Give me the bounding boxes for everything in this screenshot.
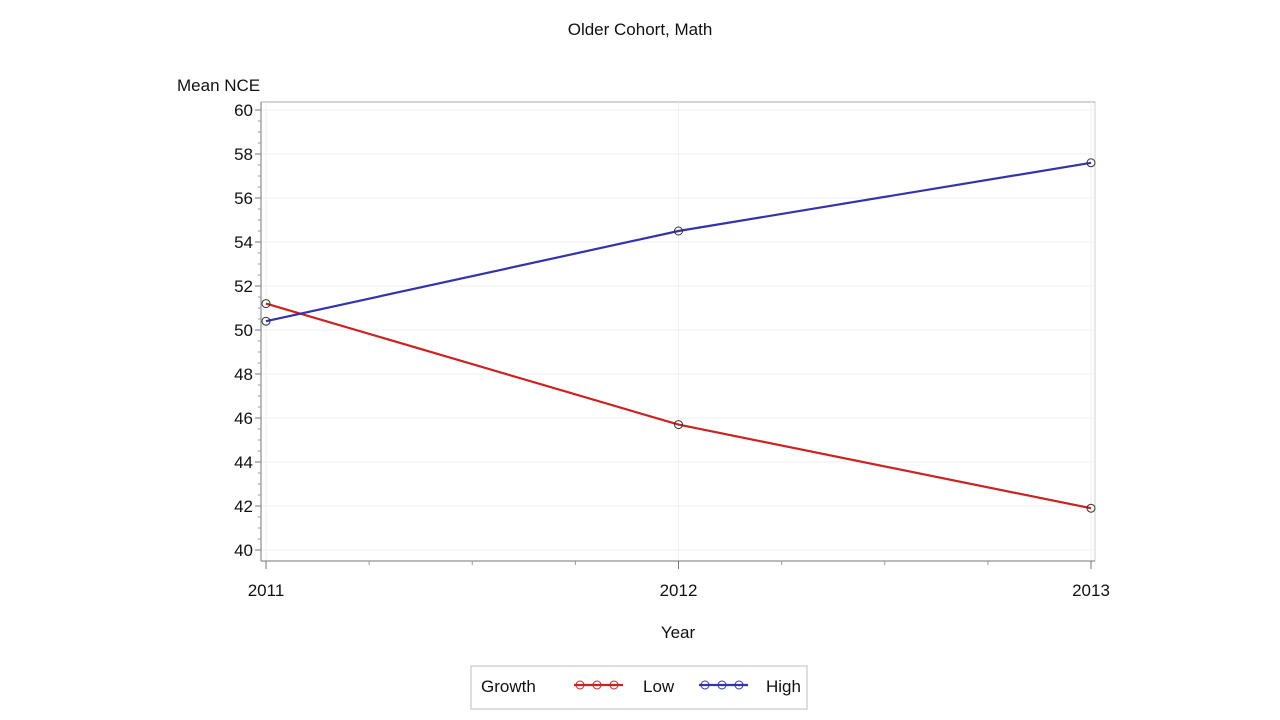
y-tick-label: 52 — [234, 277, 253, 296]
y-axis-ticks: 40 42 44 46 48 50 52 54 56 58 60 — [234, 101, 261, 560]
data-point — [261, 316, 271, 326]
y-tick-label: 48 — [234, 365, 253, 384]
legend: Growth Low High — [470, 665, 808, 710]
legend-label-high: High — [766, 677, 801, 696]
legend-title: Growth — [481, 677, 536, 696]
x-axis-label: Year — [661, 623, 696, 642]
y-tick-label: 56 — [234, 189, 253, 208]
y-tick-label: 50 — [234, 321, 253, 340]
legend-box — [470, 665, 808, 710]
series-low — [261, 299, 1096, 513]
legend-marker-high — [700, 680, 710, 690]
legend-item-high: High — [699, 677, 801, 696]
legend-marker-high — [734, 680, 744, 690]
legend-marker-high — [717, 680, 727, 690]
y-tick-label: 46 — [234, 409, 253, 428]
series-line-high — [265, 161, 1092, 323]
y-tick-label: 40 — [234, 541, 253, 560]
series-high — [261, 158, 1096, 326]
y-tick-label: 54 — [234, 233, 253, 252]
data-point — [261, 299, 271, 309]
grid — [261, 102, 1095, 561]
legend-item-low: Low — [574, 677, 675, 696]
legend-label-low: Low — [643, 677, 675, 696]
y-axis-label: Mean NCE — [177, 76, 260, 95]
data-point — [1086, 503, 1096, 513]
legend-marker-low — [592, 680, 602, 690]
data-point — [1086, 158, 1096, 168]
legend-marker-low — [609, 680, 619, 690]
y-tick-label: 42 — [234, 497, 253, 516]
series-layer — [261, 158, 1096, 513]
x-tick-label: 2011 — [248, 581, 285, 600]
legend-marker-low — [575, 680, 585, 690]
series-line-low — [265, 302, 1092, 510]
x-tick-label: 2012 — [660, 581, 698, 600]
y-tick-label: 58 — [234, 145, 253, 164]
y-tick-label: 44 — [234, 453, 253, 472]
data-point — [674, 420, 683, 430]
y-tick-label: 60 — [234, 101, 253, 120]
chart-title: Older Cohort, Math — [568, 20, 713, 39]
x-tick-label: 2013 — [1072, 581, 1110, 600]
x-axis-ticks: 2011 2012 2013 — [248, 561, 1110, 600]
data-point — [674, 226, 683, 236]
